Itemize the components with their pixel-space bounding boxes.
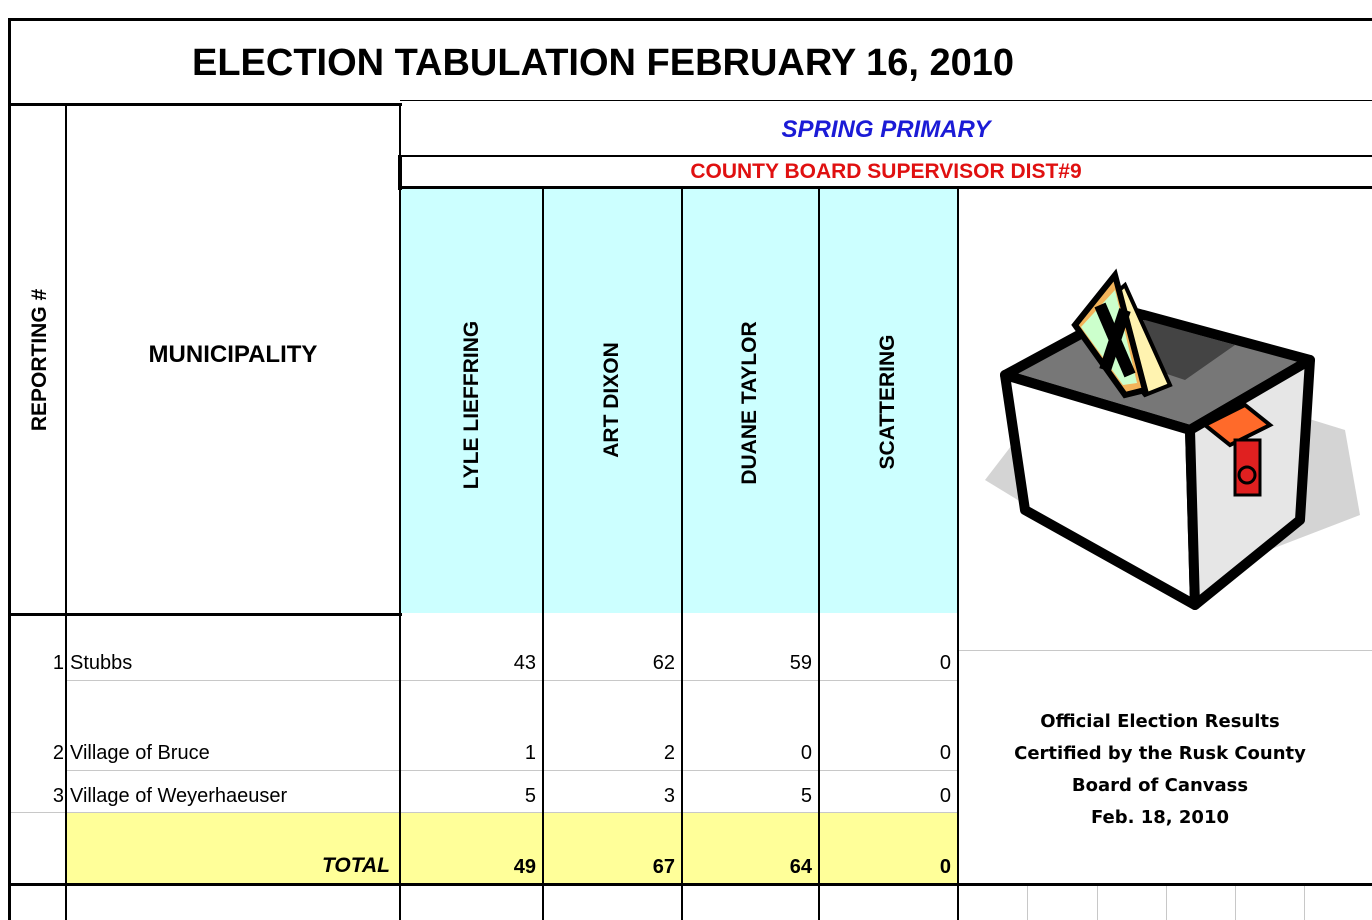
border [818,188,820,920]
border [542,188,544,920]
row-line [8,812,958,813]
border [65,106,67,920]
col-line [1097,886,1098,920]
candidate-header: ART DIXON [600,342,624,458]
ballot-box-icon [965,265,1365,635]
reporting-header: REPORTING # [28,289,52,431]
cert-line: Certified by the Rusk County [958,738,1362,770]
cert-line: Board of Canvass [958,770,1362,802]
vote-count: 0 [819,741,951,765]
border [8,18,1372,21]
vote-count: 3 [543,784,675,808]
box-line [958,650,1372,651]
cert-line: Official Election Results [958,706,1362,738]
border [400,186,1372,189]
certification: Official Election Results Certified by t… [958,706,1362,834]
border [398,155,1372,157]
vote-count: 1 [400,741,536,765]
border [400,100,1372,101]
border [681,188,683,920]
vote-count: 5 [682,784,812,808]
total-count: 64 [682,855,812,879]
col-line [1304,886,1305,920]
vote-count: 43 [400,651,536,675]
total-label: TOTAL [66,854,390,878]
candidate-header: LYLE LIEFFRING [460,321,484,489]
row-number: 1 [8,651,64,675]
border [8,103,402,106]
vote-count: 0 [682,741,812,765]
race: COUNTY BOARD SUPERVISOR DIST#9 [400,160,1372,184]
election: SPRING PRIMARY [400,118,1372,142]
municipality: Village of Bruce [70,741,210,765]
total-count: 0 [819,855,951,879]
total-count: 49 [400,855,536,879]
row-line [66,770,958,771]
vote-count: 0 [819,651,951,675]
row-number: 3 [8,784,64,808]
municipality: Village of Weyerhaeuser [70,784,287,808]
col-line [1235,886,1236,920]
row-line [66,680,958,681]
vote-count: 5 [400,784,536,808]
vote-count: 59 [682,651,812,675]
row-number: 2 [8,741,64,765]
col-line [1027,886,1028,920]
candidate-header: DUANE TAYLOR [738,321,762,484]
border [8,883,1372,886]
total-count: 67 [543,855,675,879]
municipality-header: MUNICIPALITY [66,343,400,367]
border [8,613,402,616]
vote-count: 62 [543,651,675,675]
vote-count: 0 [819,784,951,808]
title: ELECTION TABULATION FEBRUARY 16, 2010 [8,40,1198,86]
candidate-header: SCATTERING [876,335,900,470]
page: ELECTION TABULATION FEBRUARY 16, 2010 SP… [0,0,1372,920]
col-line [1166,886,1167,920]
municipality: Stubbs [70,651,132,675]
cert-line: Feb. 18, 2010 [958,802,1362,834]
vote-count: 2 [543,741,675,765]
